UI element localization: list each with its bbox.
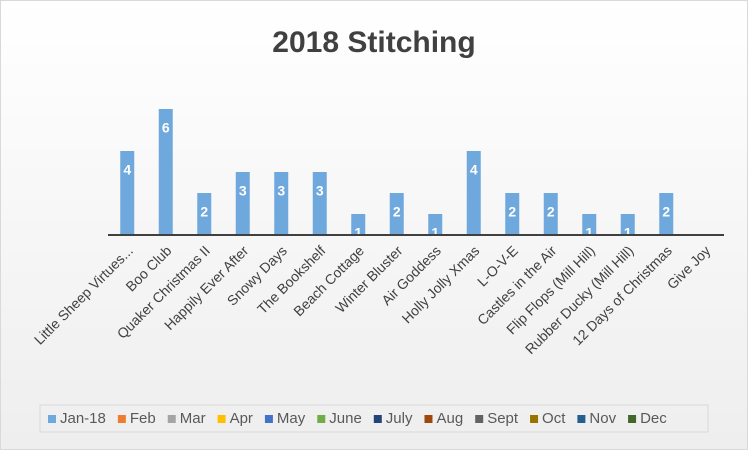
bar xyxy=(120,151,135,235)
legend-swatch xyxy=(217,415,226,423)
legend-swatch xyxy=(48,415,56,423)
bar xyxy=(505,193,520,235)
legend-box xyxy=(39,404,709,433)
bar xyxy=(620,214,635,235)
data-label: 2 xyxy=(393,204,401,220)
bar xyxy=(197,193,212,235)
bar xyxy=(351,214,366,235)
data-label: 6 xyxy=(162,120,170,136)
legend-label: May xyxy=(277,410,306,427)
bar xyxy=(389,193,404,235)
data-label: 3 xyxy=(277,183,285,199)
chart-title: 2018 Stitching xyxy=(272,26,475,59)
data-label: 4 xyxy=(470,162,478,178)
legend-swatch xyxy=(317,415,326,423)
legend-label: Dec xyxy=(640,410,667,427)
bar xyxy=(235,172,250,235)
bar xyxy=(274,172,289,235)
legend-swatch xyxy=(530,415,539,423)
bar xyxy=(466,151,481,235)
legend-swatch xyxy=(628,415,637,423)
legend-label: Jan-18 xyxy=(60,410,106,427)
data-label: 4 xyxy=(123,162,131,178)
data-label: 1 xyxy=(624,225,632,241)
legend-label: Mar xyxy=(180,410,206,427)
legend-label: Aug xyxy=(436,410,463,427)
legend-label: June xyxy=(329,410,362,427)
data-label: 3 xyxy=(239,183,247,199)
bar xyxy=(158,109,173,235)
legend-label: Nov xyxy=(589,410,616,427)
legend-swatch xyxy=(117,415,126,423)
legend-swatch xyxy=(475,415,484,423)
legend-label: Oct xyxy=(542,410,566,427)
legend-label: Apr xyxy=(230,410,253,427)
data-label: 2 xyxy=(547,204,555,220)
legend-label: July xyxy=(386,410,413,427)
data-label: 2 xyxy=(508,204,516,220)
data-label: 3 xyxy=(316,183,324,199)
bar xyxy=(659,193,674,235)
legend-swatch xyxy=(264,415,273,423)
data-label: 2 xyxy=(662,204,670,220)
bar xyxy=(582,214,597,235)
data-label: 1 xyxy=(354,225,362,241)
legend-swatch xyxy=(577,415,586,423)
legend-label: Feb xyxy=(130,410,156,427)
bar xyxy=(312,172,327,235)
legend-label: Sept xyxy=(487,410,519,427)
legend-swatch xyxy=(424,415,433,423)
data-label: 1 xyxy=(585,225,593,241)
legend-swatch xyxy=(167,415,176,423)
data-label: 1 xyxy=(431,225,439,241)
bar xyxy=(543,193,558,235)
data-label: 2 xyxy=(200,204,208,220)
legend-swatch xyxy=(373,415,382,423)
bar xyxy=(428,214,443,235)
